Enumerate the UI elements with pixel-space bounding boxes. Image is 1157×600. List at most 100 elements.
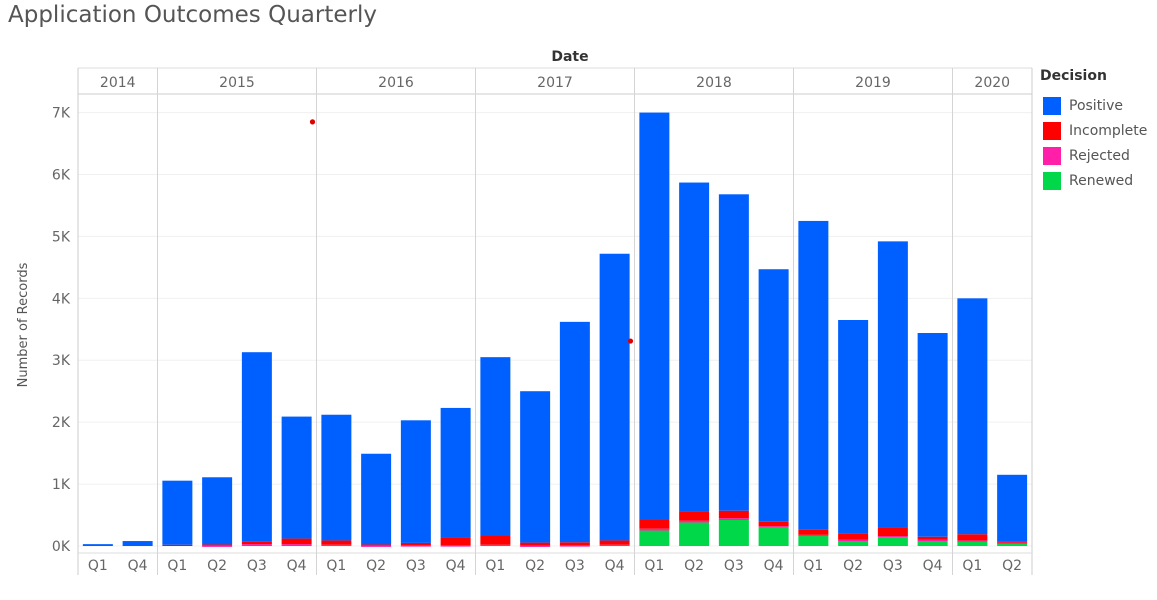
year-label: 2015 [219, 75, 255, 91]
year-label: 2017 [537, 75, 573, 91]
y-tick-label: 6K [52, 167, 71, 183]
bar-incomplete [599, 540, 630, 545]
quarter-label: Q2 [207, 558, 227, 574]
legend-item-renewed[interactable]: Renewed [1040, 168, 1155, 193]
legend-title: Decision [1040, 68, 1107, 84]
bar-positive [838, 320, 869, 534]
bar-renewed [997, 542, 1028, 546]
quarter-label: Q3 [724, 558, 744, 574]
bar-incomplete [202, 544, 233, 546]
y-tick-label: 3K [52, 353, 71, 369]
bar-incomplete [361, 544, 392, 546]
bar-rejected [838, 539, 869, 542]
quarter-label: Q2 [1002, 558, 1022, 574]
bar-positive [241, 352, 272, 542]
legend-swatch [1043, 171, 1061, 190]
y-tick-label: 7K [52, 106, 71, 122]
bar-rejected [559, 545, 590, 547]
quarter-label: Q4 [287, 558, 307, 574]
y-tick-label: 2K [52, 415, 71, 431]
y-tick-label: 1K [52, 477, 71, 493]
year-label: 2016 [378, 75, 414, 91]
bar-rejected [877, 536, 908, 538]
year-label: 2018 [696, 75, 732, 91]
quarter-label: Q2 [684, 558, 704, 574]
bar-positive [361, 453, 392, 545]
bar-incomplete [321, 540, 352, 545]
quarter-label: Q3 [883, 558, 903, 574]
quarter-label: Q1 [962, 558, 982, 574]
quarter-label: Q2 [366, 558, 386, 574]
bar-positive [559, 321, 590, 543]
legend-swatch [1043, 96, 1061, 115]
bar-positive [599, 253, 630, 541]
bar-incomplete [400, 542, 431, 546]
bar-positive [877, 241, 908, 528]
legend-item-rejected[interactable]: Rejected [1040, 143, 1155, 168]
bar-incomplete [480, 535, 511, 545]
bar-rejected [361, 545, 392, 547]
bar-renewed [917, 540, 948, 546]
y-tick-label: 5K [52, 229, 71, 245]
annotation-point [627, 338, 634, 344]
bar-renewed [877, 537, 908, 546]
bar-rejected [997, 542, 1028, 544]
year-label: 2019 [855, 75, 891, 91]
bar-incomplete [758, 521, 789, 527]
bar-rejected [917, 539, 948, 542]
y-axis-title: Number of Records [16, 262, 31, 387]
quarter-label: Q1 [485, 558, 505, 574]
bar-positive [321, 414, 352, 541]
bar-rejected [321, 544, 352, 546]
y-tick-label: 0K [52, 539, 71, 555]
bar-renewed [798, 535, 829, 546]
quarter-label: Q4 [764, 558, 784, 574]
bar-rejected [957, 540, 988, 542]
legend-item-incomplete[interactable]: Incomplete [1040, 118, 1155, 143]
legend: Decision Positive Incomplete Rejected Renew… [1040, 68, 1155, 193]
quarter-label: Q1 [644, 558, 664, 574]
quarter-label: Q2 [843, 558, 863, 574]
bar-renewed [758, 527, 789, 546]
bar-rejected [480, 544, 511, 546]
bar-rejected [520, 545, 551, 547]
bar-incomplete [281, 538, 312, 545]
quarter-label: Q1 [803, 558, 823, 574]
bar-positive [957, 298, 988, 535]
bar-chart: 0K 1K 2K 3K 4K 5K 6K 7K 2014 2015 2016 2017 2018 2019… [16, 49, 1033, 575]
bar-positive [162, 480, 193, 545]
bar-renewed [639, 530, 670, 546]
bar-rejected [241, 544, 272, 546]
bar-positive [440, 407, 471, 538]
bar-positive [400, 420, 431, 543]
quarter-label: Q4 [605, 558, 625, 574]
legend-label: Incomplete [1069, 122, 1148, 139]
bar-positive [281, 416, 312, 539]
bar-positive [480, 357, 511, 536]
bar-incomplete [241, 541, 272, 545]
bar-positive [202, 477, 233, 545]
bar-incomplete [957, 534, 988, 541]
quarter-label: Q4 [923, 558, 943, 574]
bar-positive [82, 544, 113, 546]
quarter-label: Q3 [565, 558, 585, 574]
bar-incomplete [162, 544, 193, 546]
bar-incomplete [520, 542, 551, 546]
bar-renewed [679, 522, 710, 546]
legend-label: Renewed [1069, 172, 1134, 189]
year-label: 2014 [100, 75, 136, 91]
bar-incomplete [679, 511, 710, 521]
bar-renewed [838, 540, 869, 546]
bar-incomplete [917, 536, 948, 540]
bar-rejected [758, 526, 789, 528]
bar-renewed [718, 519, 749, 546]
quarter-label: Q1 [167, 558, 187, 574]
legend-item-positive[interactable]: Positive [1040, 93, 1155, 118]
quarter-label: Q4 [128, 558, 148, 574]
bar-rejected [599, 544, 630, 546]
quarter-label: Q2 [525, 558, 545, 574]
bar-incomplete [877, 527, 908, 537]
x-axis-title: Date [551, 49, 588, 65]
bar-incomplete [639, 519, 670, 529]
bar-incomplete [838, 533, 869, 540]
